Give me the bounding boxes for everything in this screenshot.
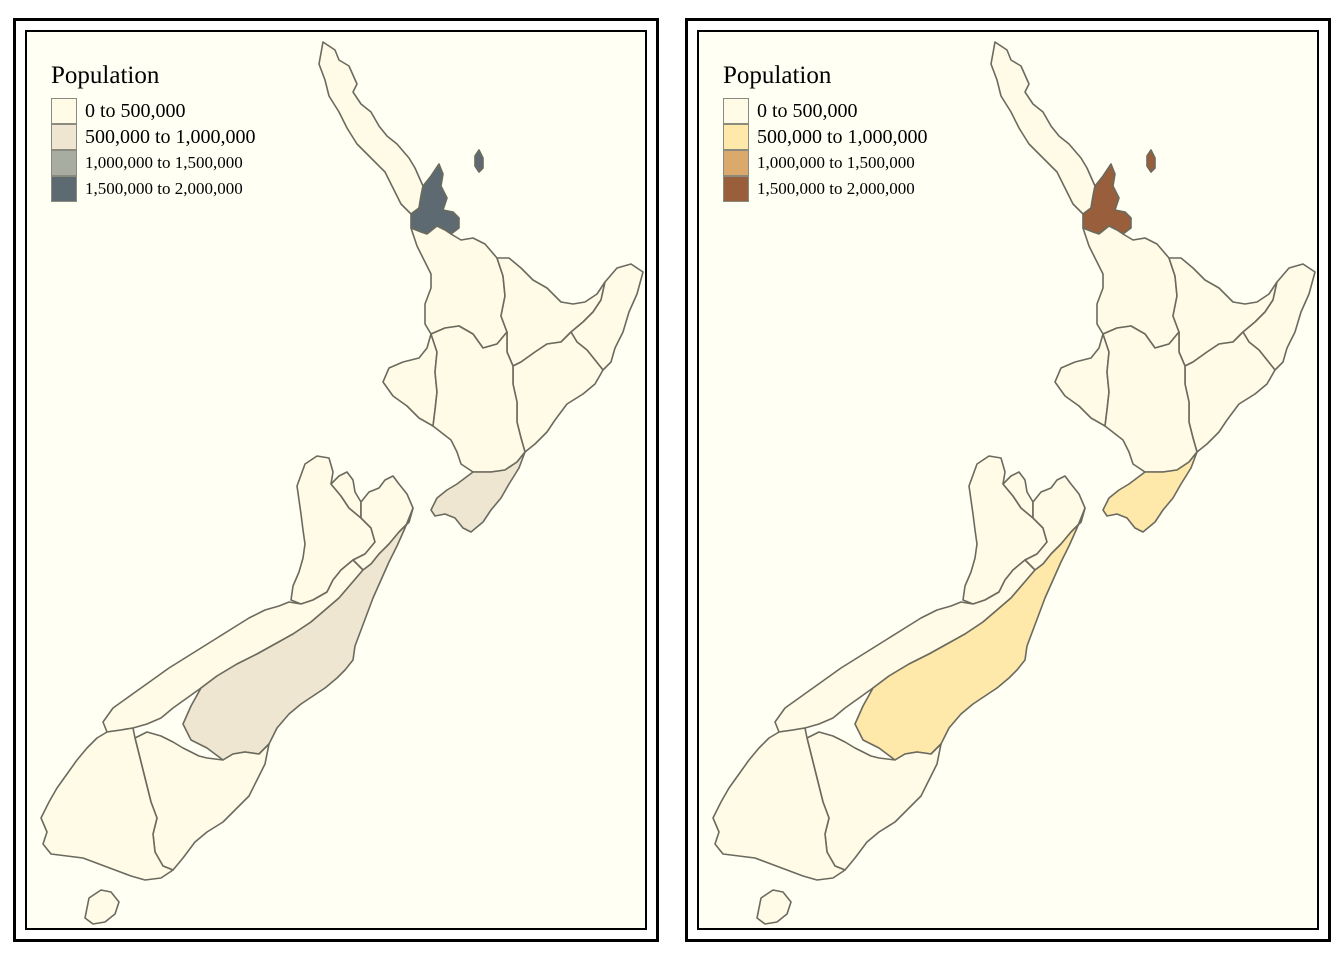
legend-right: Population 0 to 500,000 500,000 to 1,000… (723, 62, 928, 202)
region-great-barrier-island[interactable] (1146, 149, 1156, 173)
nz-map-right (712, 41, 1316, 925)
region-northland[interactable] (990, 41, 1096, 215)
legend-title: Population (723, 62, 832, 89)
legend-label: 1,000,000 to 1,500,000 (85, 153, 243, 172)
map-frame: Population 0 to 500,000 500,000 to 1,000… (697, 30, 1319, 930)
legend-item: 500,000 to 1,000,000 (51, 124, 256, 150)
legend-swatch (723, 150, 749, 176)
region-canterbury[interactable] (854, 507, 1086, 761)
region-southland[interactable] (40, 727, 174, 881)
region-northland[interactable] (318, 41, 424, 215)
legend-swatch (723, 176, 749, 202)
region-gisborne[interactable] (570, 263, 644, 371)
region-wellington[interactable] (430, 451, 526, 533)
legend-label: 1,500,000 to 2,000,000 (85, 179, 243, 198)
region-nelson[interactable] (330, 471, 362, 519)
legend-item: 1,000,000 to 1,500,000 (51, 150, 256, 176)
legend-item: 0 to 500,000 (51, 98, 256, 124)
region-great-barrier-island[interactable] (474, 149, 484, 173)
legend-item: 1,500,000 to 2,000,000 (723, 176, 928, 202)
map-panel-right: Population 0 to 500,000 500,000 to 1,000… (685, 18, 1331, 942)
legend-swatch (51, 150, 77, 176)
legend-label: 0 to 500,000 (757, 99, 858, 122)
region-canterbury[interactable] (182, 507, 414, 761)
region-taranaki[interactable] (382, 333, 438, 427)
region-southland[interactable] (712, 727, 846, 881)
legend-label: 1,000,000 to 1,500,000 (757, 153, 915, 172)
legend-title: Population (51, 62, 160, 89)
legend-label: 500,000 to 1,000,000 (757, 125, 928, 148)
legend-item: 500,000 to 1,000,000 (723, 124, 928, 150)
region-stewart-island[interactable] (84, 889, 120, 925)
legend-swatch (51, 124, 77, 150)
legend-swatch (51, 98, 77, 124)
legend-item: 1,500,000 to 2,000,000 (51, 176, 256, 202)
legend-swatch (51, 176, 77, 202)
legend-label: 0 to 500,000 (85, 99, 186, 122)
legend-left: Population 0 to 500,000 500,000 to 1,000… (51, 62, 256, 202)
region-wellington[interactable] (1102, 451, 1198, 533)
legend-swatch (723, 98, 749, 124)
legend-swatch (723, 124, 749, 150)
region-stewart-island[interactable] (756, 889, 792, 925)
legend-item: 0 to 500,000 (723, 98, 928, 124)
map-panel-left: Population 0 to 500,000 500,000 to 1,000… (13, 18, 659, 942)
region-gisborne[interactable] (1242, 263, 1316, 371)
region-taranaki[interactable] (1054, 333, 1110, 427)
legend-label: 1,500,000 to 2,000,000 (757, 179, 915, 198)
region-nelson[interactable] (1002, 471, 1034, 519)
legend-label: 500,000 to 1,000,000 (85, 125, 256, 148)
legend-item: 1,000,000 to 1,500,000 (723, 150, 928, 176)
map-frame: Population 0 to 500,000 500,000 to 1,000… (25, 30, 647, 930)
nz-map-left (40, 41, 644, 925)
